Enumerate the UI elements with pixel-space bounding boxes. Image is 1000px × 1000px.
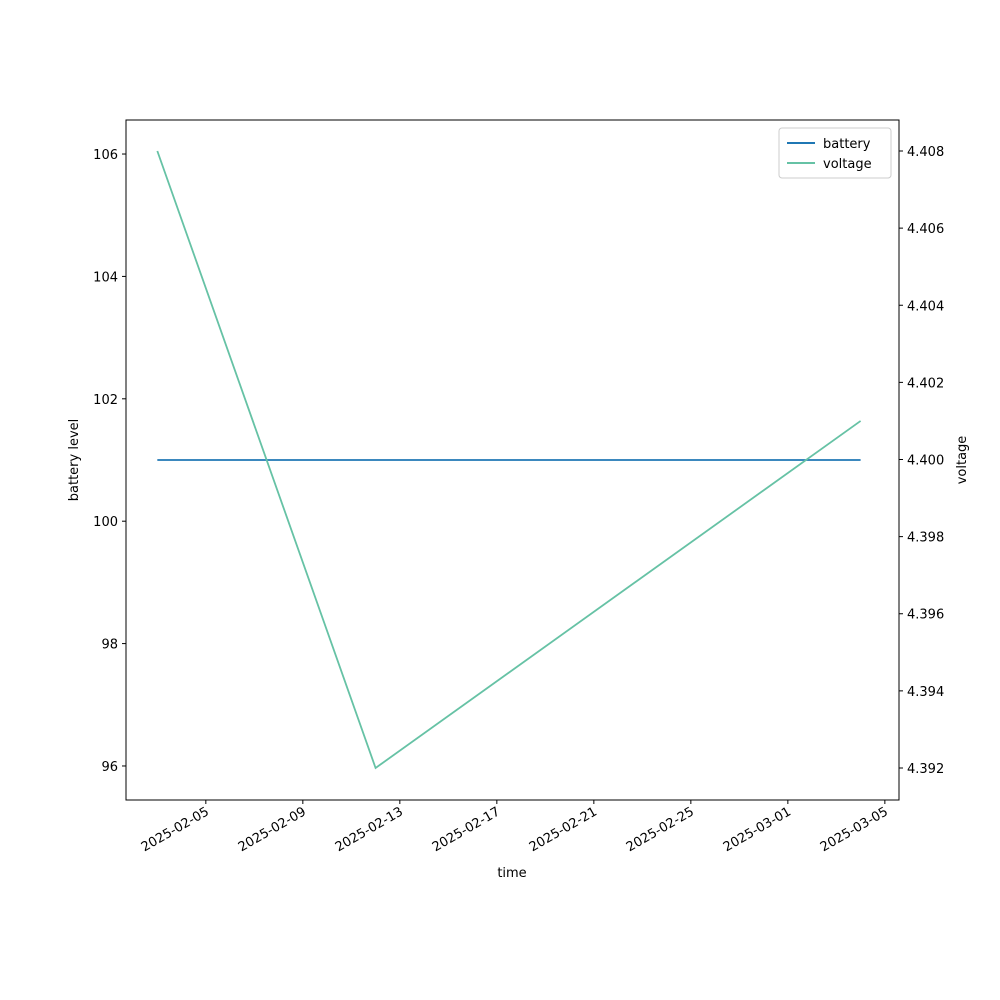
y2-tick-label: 4.406 xyxy=(907,222,944,237)
legend-box xyxy=(778,127,892,179)
x-tick-label: 2025-02-17 xyxy=(430,804,503,855)
y-tick-label: 96 xyxy=(101,760,118,775)
y-tick-label: 106 xyxy=(93,148,118,163)
x-tick-label: 2025-02-05 xyxy=(139,804,212,855)
y-tick-label: 98 xyxy=(101,638,118,653)
y2-tick-label: 4.392 xyxy=(907,762,944,777)
x-tick-label: 2025-03-01 xyxy=(721,804,794,855)
y2-tick-label: 4.398 xyxy=(907,531,944,546)
y2-tick-label: 4.408 xyxy=(907,145,944,160)
legend-label: battery xyxy=(823,137,871,152)
plot-frame xyxy=(125,119,900,801)
y2-tick-label: 4.396 xyxy=(907,608,944,623)
y-tick-label: 104 xyxy=(93,270,118,285)
y2-tick-label: 4.394 xyxy=(907,685,944,700)
x-tick-label: 2025-02-21 xyxy=(527,804,600,855)
y-tick-label: 100 xyxy=(93,515,118,530)
x-tick-label: 2025-03-05 xyxy=(818,804,891,855)
x-axis-label: time xyxy=(497,866,526,881)
y-axis-label: battery level xyxy=(67,419,82,502)
x-tick-label: 2025-02-25 xyxy=(624,804,697,855)
y2-tick-label: 4.402 xyxy=(907,376,944,391)
y2-tick-label: 4.404 xyxy=(907,299,944,314)
y2-axis-label: voltage xyxy=(955,436,970,485)
y2-tick-label: 4.400 xyxy=(907,453,944,468)
series-line xyxy=(156,150,862,770)
x-tick-label: 2025-02-13 xyxy=(333,804,406,855)
y-tick-label: 102 xyxy=(93,393,118,408)
x-tick-label: 2025-02-09 xyxy=(236,804,309,855)
legend-label: voltage xyxy=(823,157,872,172)
